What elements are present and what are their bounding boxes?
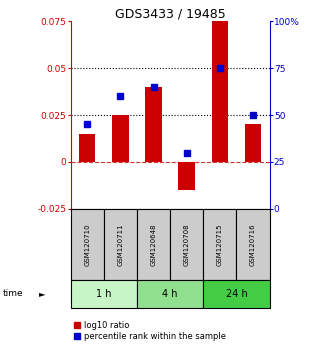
Bar: [245, 124, 261, 162]
Text: GSM120711: GSM120711: [117, 223, 123, 266]
Bar: [137, 209, 170, 280]
Title: GDS3433 / 19485: GDS3433 / 19485: [115, 7, 226, 20]
Text: ►: ►: [39, 289, 45, 298]
Bar: [104, 209, 137, 280]
Bar: [237, 209, 270, 280]
Bar: [203, 209, 237, 280]
Text: 4 h: 4 h: [162, 289, 178, 299]
Bar: [79, 134, 95, 162]
Bar: [112, 115, 129, 162]
Text: GSM120710: GSM120710: [84, 223, 90, 266]
Text: time: time: [3, 289, 24, 298]
Bar: [137, 280, 203, 308]
Text: GSM120708: GSM120708: [184, 223, 190, 266]
Bar: [71, 209, 104, 280]
Bar: [170, 209, 203, 280]
Bar: [178, 162, 195, 190]
Bar: [212, 21, 228, 162]
Bar: [203, 280, 270, 308]
Bar: [71, 280, 137, 308]
Legend: log10 ratio, percentile rank within the sample: log10 ratio, percentile rank within the …: [70, 318, 229, 344]
Text: GSM120716: GSM120716: [250, 223, 256, 266]
Text: 1 h: 1 h: [96, 289, 111, 299]
Text: GSM120648: GSM120648: [151, 223, 157, 266]
Text: 24 h: 24 h: [226, 289, 247, 299]
Text: GSM120715: GSM120715: [217, 223, 223, 266]
Bar: [145, 87, 162, 162]
